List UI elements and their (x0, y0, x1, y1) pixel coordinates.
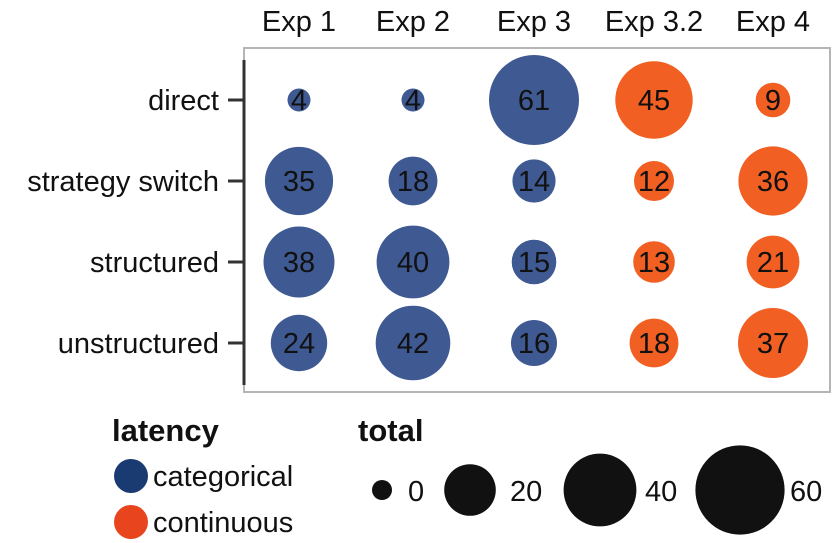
bubble (489, 55, 579, 145)
bubble (388, 156, 438, 206)
bubble (629, 318, 679, 368)
row-label: direct (148, 85, 219, 117)
bubble (738, 308, 808, 378)
column-label: Exp 3 (497, 6, 571, 38)
size-legend-label: 40 (645, 476, 677, 508)
size-legend-circle (444, 464, 496, 516)
bubble-value-label: 4 (291, 85, 307, 117)
bubble-value-label: 21 (757, 247, 789, 279)
bubble-value-label: 35 (283, 166, 315, 198)
bubble-value-label: 18 (397, 166, 429, 198)
bubble (755, 82, 791, 118)
bubble-value-label: 45 (638, 85, 670, 117)
size-legend-label: 0 (408, 476, 424, 508)
bubble (375, 305, 451, 381)
bubble (746, 235, 800, 289)
bubble (633, 241, 675, 283)
bubble-value-label: 40 (397, 247, 429, 279)
column-label: Exp 2 (376, 6, 450, 38)
bubble-value-label: 14 (518, 166, 550, 198)
legend-swatch-categorical (114, 459, 148, 493)
size-legend-circle (563, 453, 637, 527)
color-legend-title: latency (112, 413, 220, 448)
bubble (401, 88, 425, 112)
bubble-value-label: 18 (638, 328, 670, 360)
size-legend-label: 20 (510, 476, 542, 508)
column-label: Exp 1 (262, 6, 336, 38)
bubble-value-label: 13 (638, 247, 670, 279)
bubble (512, 159, 556, 203)
bubble-value-label: 24 (283, 328, 315, 360)
row-labels: direct strategy switch structured unstructu… (27, 85, 244, 360)
bubble-value-label: 9 (765, 85, 781, 117)
bubble (287, 88, 311, 112)
bubble (615, 61, 693, 139)
bubbles: 4 4 61 45 9 35 18 14 12 36 38 40 15 13 21 24 42 16 18 37 (263, 55, 808, 381)
size-legend-circle (372, 480, 392, 500)
bubble-value-label: 12 (638, 166, 670, 198)
bubble (270, 314, 328, 372)
legend-label-continuous: continuous (153, 507, 293, 539)
row-label: structured (90, 247, 219, 279)
size-legend-circle (695, 445, 785, 535)
column-label: Exp 3.2 (605, 6, 703, 38)
bubble (264, 146, 334, 216)
size-legend-title: total (358, 413, 423, 448)
bubble (376, 225, 450, 299)
column-label: Exp 4 (736, 6, 810, 38)
column-labels: Exp 1 Exp 2 Exp 3 Exp 3.2 Exp 4 (262, 6, 810, 38)
legend-label-categorical: categorical (153, 461, 293, 493)
color-legend-items: categorical continuous (114, 459, 293, 539)
row-label: unstructured (58, 328, 219, 360)
legend-swatch-continuous (114, 505, 148, 539)
size-legend-items: 0 20 40 60 (372, 445, 822, 535)
legend: latency categorical continuous total 0 20 4… (112, 413, 822, 539)
bubble-value-label: 37 (757, 328, 789, 360)
row-label: strategy switch (27, 166, 219, 198)
bubble (511, 239, 557, 285)
bubble-value-label: 36 (757, 166, 789, 198)
bubble-value-label: 38 (283, 247, 315, 279)
bubble-value-label: 4 (405, 85, 421, 117)
bubble (511, 320, 557, 366)
bubble (738, 146, 808, 216)
bubble-value-label: 61 (518, 85, 550, 117)
bubble-value-label: 16 (518, 328, 550, 360)
bubble (263, 226, 335, 298)
size-legend-label: 60 (790, 476, 822, 508)
bubble (634, 161, 674, 201)
bubble-value-label: 42 (397, 328, 429, 360)
bubble-value-label: 15 (518, 247, 550, 279)
